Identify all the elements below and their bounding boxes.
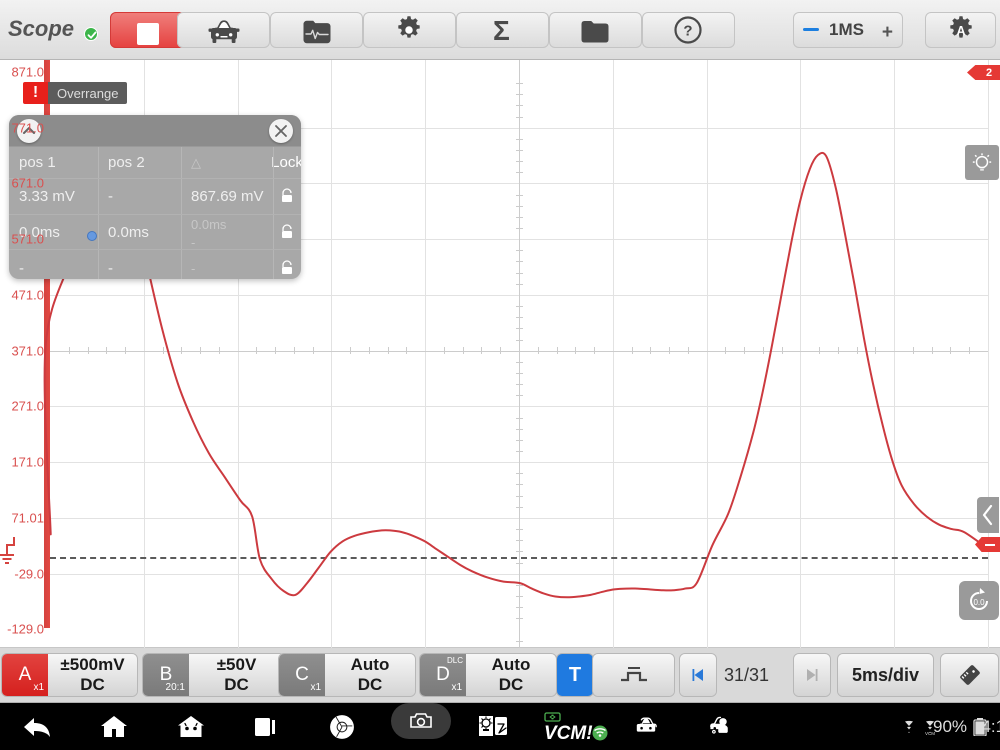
svg-text:0.0: 0.0 [973,598,985,607]
svg-text:VCM!: VCM! [544,723,593,742]
svg-text:A: A [956,24,965,38]
svg-text:?: ? [683,23,692,40]
